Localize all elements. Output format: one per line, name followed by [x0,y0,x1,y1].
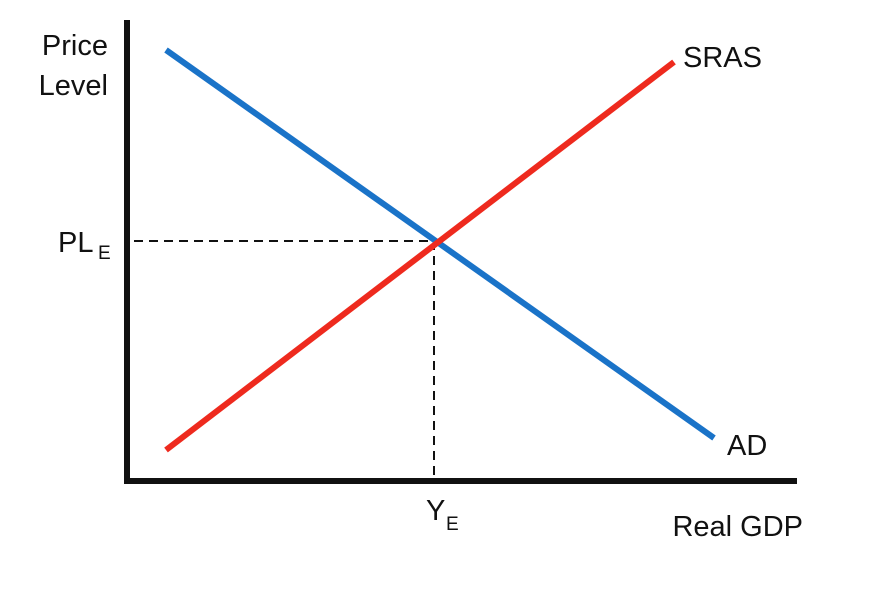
price-label-subscript: E [98,243,111,264]
y-axis-label-line2: Level [39,70,108,102]
equilibrium-output-label: Y E [426,495,459,535]
equilibrium-price-label: PL E [58,227,111,264]
sras-curve [164,59,676,453]
y-axis-label-line1: Price [42,30,108,62]
sras-label: SRAS [683,42,762,74]
ad-label: AD [727,430,767,462]
x-axis-label: Real GDP [672,511,803,543]
price-label-main: PL [58,227,93,259]
output-label-main: Y [426,495,445,527]
output-label-subscript: E [446,514,459,535]
